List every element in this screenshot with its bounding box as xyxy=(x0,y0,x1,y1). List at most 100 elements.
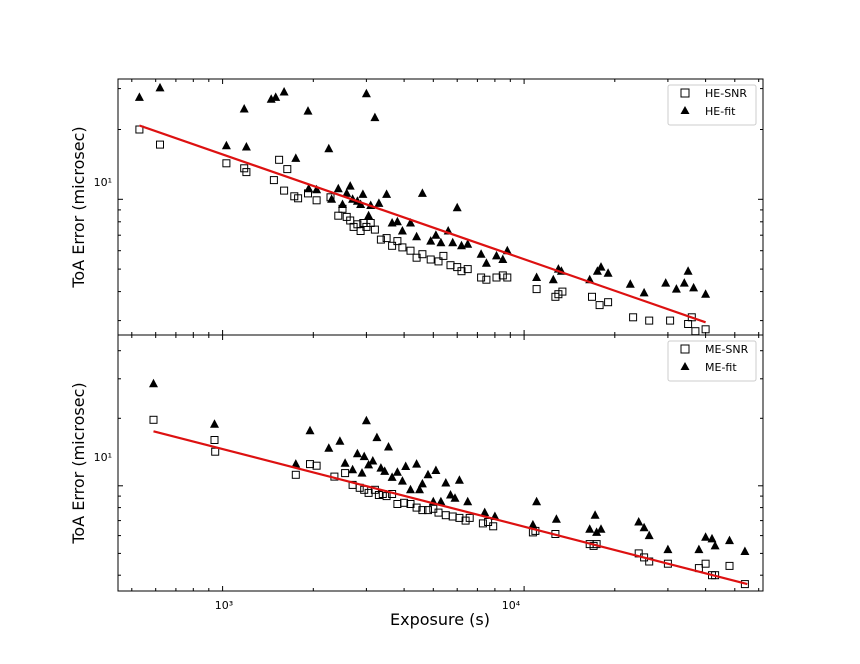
top-he-fit-point xyxy=(364,210,374,220)
top-he-snr-point xyxy=(376,235,385,244)
top-he-fit-point xyxy=(596,262,606,271)
top-panel: ToA Error (microsec) 10¹ HE-SNR HE-fit xyxy=(69,78,764,336)
top-he-fit-point xyxy=(333,183,343,193)
bottom-me-snr-point xyxy=(701,559,710,568)
bottom-legend-label-fit: ME-fit xyxy=(705,361,737,374)
bottom-me-fit-point xyxy=(372,432,382,442)
top-he-fit-point xyxy=(279,87,289,96)
bottom-me-fit-point xyxy=(590,510,600,519)
bottom-me-fit-point xyxy=(694,544,704,554)
top-he-fit-point xyxy=(476,249,486,258)
bottom-me-fit-point xyxy=(480,507,490,517)
top-he-fit-point xyxy=(661,278,671,287)
bottom-me-fit-point xyxy=(412,459,422,468)
bottom-me-fit-point xyxy=(634,517,644,526)
bottom-me-fit-point xyxy=(380,466,390,475)
top-he-fit-point xyxy=(358,189,368,198)
bottom-me-fit-point xyxy=(446,490,455,499)
top-legend-label-snr: HE-SNR xyxy=(705,87,747,100)
top-he-fit-point xyxy=(452,202,462,212)
top-he-snr-point xyxy=(645,316,654,325)
top-he-fit-point xyxy=(671,284,681,293)
top-he-fit-point xyxy=(701,289,711,298)
bottom-me-fit-point xyxy=(392,467,402,476)
top-he-fit-point xyxy=(431,230,441,239)
top-he-snr-point xyxy=(446,261,455,270)
bottom-me-fit-point xyxy=(340,458,350,467)
bottom-legend: ME-SNR ME-fit xyxy=(667,340,757,382)
bottom-me-fit-point xyxy=(305,425,315,435)
top-he-snr-point xyxy=(242,168,251,177)
bottom-me-fit-point xyxy=(352,448,362,458)
top-he-snr-point xyxy=(691,327,700,336)
top-he-fit-point xyxy=(312,184,322,194)
bottom-me-fit-point xyxy=(551,514,561,523)
top-he-fit-point xyxy=(548,274,558,284)
bottom-me-fit-point xyxy=(592,527,602,536)
top-he-fit-point xyxy=(370,112,380,122)
top-he-snr-point xyxy=(604,298,613,307)
top-he-fit-point xyxy=(603,268,613,277)
bottom-me-fit-point xyxy=(357,468,367,477)
top-panel-marks xyxy=(134,82,711,336)
top-he-snr-point xyxy=(222,159,231,168)
bottom-me-fit-point xyxy=(463,496,473,506)
bottom-legend-triangle-marker xyxy=(680,362,690,370)
top-he-fit-point xyxy=(426,236,436,245)
bottom-me-fit-point xyxy=(406,484,415,494)
bottom-me-fit-point xyxy=(725,535,734,545)
bottom-me-fit-point xyxy=(436,496,446,506)
bottom-me-snr-point xyxy=(465,513,474,522)
bottom-me-fit-point xyxy=(359,451,369,461)
bottom-me-fit-point xyxy=(324,443,334,452)
bottom-panel: ToA Error (microsec) 10¹ 10³ 10⁴ Exposur… xyxy=(69,334,764,629)
top-legend-box xyxy=(667,84,757,126)
bottom-fit-line xyxy=(153,430,748,586)
top-he-snr-point xyxy=(370,225,379,234)
bottom-panel-marks xyxy=(149,378,750,589)
top-he-snr-point xyxy=(393,237,402,246)
top-he-fit-point xyxy=(625,279,635,288)
bottom-legend-label-snr: ME-SNR xyxy=(705,343,749,356)
bottom-me-fit-point xyxy=(291,459,301,468)
top-he-snr-point xyxy=(532,285,541,294)
bottom-me-fit-point xyxy=(387,472,397,481)
top-he-snr-point xyxy=(492,273,501,282)
top-he-fit-point xyxy=(221,140,231,150)
bottom-me-fit-point xyxy=(210,419,219,428)
top-he-snr-point xyxy=(406,246,415,255)
top-he-fit-point xyxy=(345,181,355,190)
top-he-snr-point xyxy=(366,219,375,227)
bottom-me-fit-point xyxy=(423,469,433,479)
top-he-snr-point xyxy=(275,155,284,164)
bottom-legend-square-marker xyxy=(680,344,690,354)
bottom-me-snr-point xyxy=(382,492,391,501)
bottom-me-fit-point xyxy=(707,533,717,543)
bottom-me-fit-point xyxy=(663,544,673,554)
top-he-fit-point xyxy=(481,258,491,267)
top-he-snr-point xyxy=(453,263,462,272)
top-he-fit-point xyxy=(342,188,352,197)
top-he-snr-point xyxy=(463,265,472,274)
top-he-fit-point xyxy=(417,188,427,197)
bottom-me-snr-point xyxy=(740,580,749,589)
top-he-snr-point xyxy=(334,211,343,220)
top-ytick-label: 10¹ xyxy=(94,176,112,189)
top-he-snr-point xyxy=(280,186,289,195)
xtick-label-10000: 10⁴ xyxy=(502,599,521,612)
bottom-ytick-label: 10¹ xyxy=(94,451,112,464)
top-he-fit-point xyxy=(683,266,693,275)
top-he-snr-point xyxy=(684,320,693,328)
top-he-snr-point xyxy=(629,313,638,322)
top-he-snr-point xyxy=(503,273,512,282)
bottom-me-snr-point xyxy=(424,506,432,515)
top-he-snr-point xyxy=(418,250,427,259)
top-he-fit-point xyxy=(374,198,384,207)
top-he-snr-point xyxy=(356,227,365,235)
bottom-me-fit-point xyxy=(415,484,424,494)
top-he-snr-point xyxy=(269,176,278,185)
top-he-fit-point xyxy=(304,183,314,193)
bottom-me-fit-point xyxy=(701,532,711,541)
top-he-snr-point xyxy=(398,243,407,252)
top-he-fit-point xyxy=(327,194,337,203)
